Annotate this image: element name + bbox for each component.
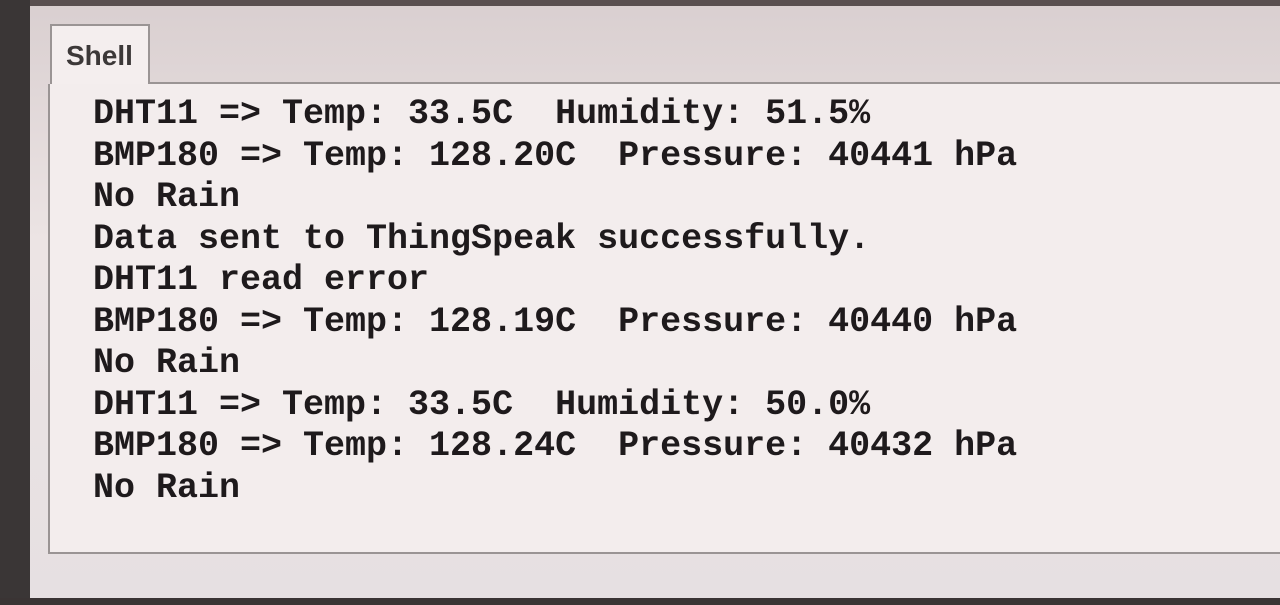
tab-label[interactable]: Shell — [66, 40, 133, 71]
output-line: DHT11 read error — [93, 260, 430, 300]
output-line: No Rain — [93, 343, 241, 383]
bezel — [0, 0, 30, 605]
bezel — [0, 598, 1280, 605]
output-line: No Rain — [93, 177, 241, 217]
output-line: BMP180 => Temp: 128.24C Pressure: 40432 … — [93, 426, 1018, 466]
output-line: Data sent to ThingSpeak successfully. — [93, 218, 871, 259]
output-line: DHT11 => Temp: 33.5C Humidity: 51.5% — [93, 94, 871, 134]
shell-tab[interactable]: Shell — [50, 24, 150, 84]
tab-bar-border — [150, 82, 1280, 84]
shell-output: DHT11 => Temp: 33.5C Humidity: 51.5% BMP1… — [93, 94, 1017, 509]
shell-panel — [48, 84, 1280, 554]
output-line: BMP180 => Temp: 128.19C Pressure: 40440 … — [93, 301, 1018, 342]
output-line: BMP180 => Temp: 128.20C Pressure: 40441 … — [93, 135, 1018, 176]
bezel — [0, 0, 1280, 6]
output-line: No Rain — [93, 467, 241, 508]
output-line: DHT11 => Temp: 33.5C Humidity: 50.0% — [93, 384, 871, 425]
